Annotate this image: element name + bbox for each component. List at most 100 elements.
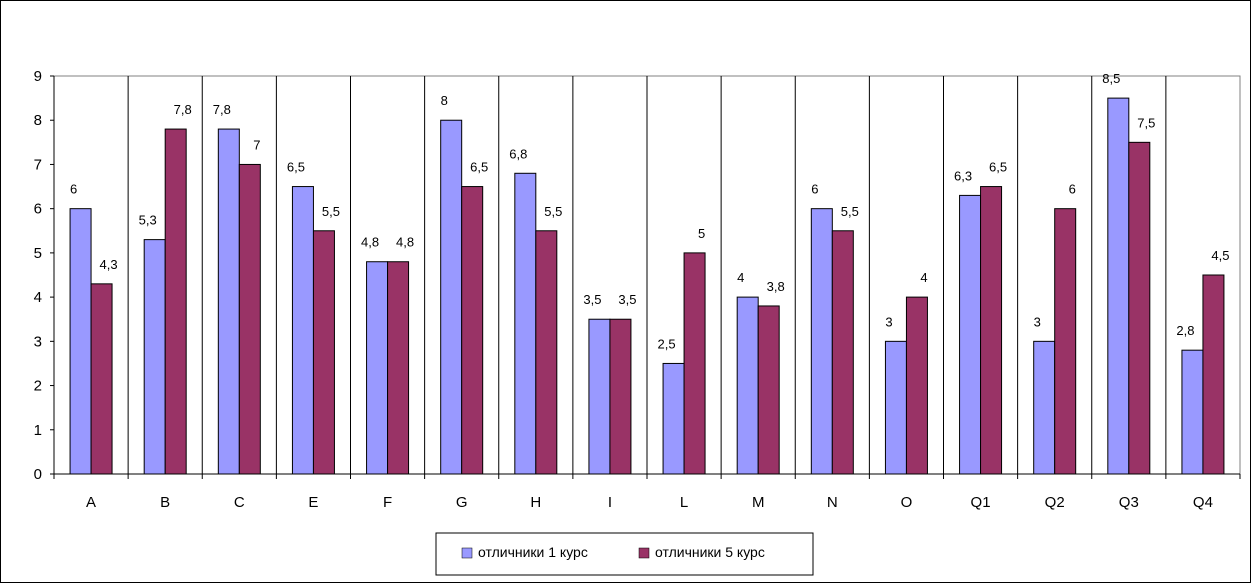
data-label-series-1: 6,5 — [287, 160, 305, 175]
bar-series-1 — [810, 208, 833, 475]
data-label-series-1: 6,8 — [509, 146, 527, 161]
data-label-series-2: 4 — [920, 270, 927, 285]
bar-series-1 — [291, 186, 314, 475]
data-label-series-2: 5,5 — [322, 204, 340, 219]
x-tick-label: M — [752, 494, 765, 511]
data-label-series-2: 7 — [253, 137, 260, 152]
y-tick-label: 9 — [34, 68, 42, 85]
data-label-series-2: 6,5 — [470, 160, 488, 175]
y-tick-label: 0 — [34, 466, 42, 483]
data-label-series-2: 7,8 — [174, 102, 192, 117]
bar-series-2 — [90, 283, 113, 475]
data-label-series-1: 8,5 — [1102, 71, 1120, 86]
x-tick-label: Q1 — [971, 494, 991, 511]
bar-series-2 — [905, 296, 928, 475]
data-label-series-2: 5 — [698, 226, 705, 241]
legend-swatch-series-1 — [461, 547, 473, 559]
bar-series-1 — [959, 194, 982, 475]
data-label-series-1: 4,8 — [361, 235, 379, 250]
x-tick-label: Q3 — [1119, 494, 1139, 511]
legend-box — [435, 532, 814, 576]
bar-series-2 — [1054, 208, 1077, 475]
bar-series-2 — [683, 252, 706, 475]
y-tick-label: 6 — [34, 201, 42, 218]
legend-label-series-2: отличники 5 курс — [655, 544, 765, 560]
bar-series-1 — [366, 261, 389, 475]
data-label-series-2: 5,5 — [841, 204, 859, 219]
bar-series-1 — [662, 362, 685, 475]
y-tick-label: 4 — [34, 289, 42, 306]
y-tick-label: 8 — [34, 112, 42, 129]
data-label-series-1: 2,8 — [1176, 323, 1194, 338]
bar-series-1 — [588, 318, 611, 475]
bar-series-1 — [1107, 97, 1130, 475]
x-tick-label: N — [827, 494, 838, 511]
bar-series-2 — [980, 186, 1003, 475]
x-tick-label: B — [160, 494, 170, 511]
data-label-series-1: 6 — [70, 182, 77, 197]
bar-series-2 — [609, 318, 632, 475]
bar-series-1 — [217, 128, 240, 475]
data-label-series-2: 3,5 — [618, 292, 636, 307]
data-label-series-1: 3 — [1034, 314, 1041, 329]
data-label-series-1: 2,5 — [658, 336, 676, 351]
data-label-series-2: 4,3 — [100, 257, 118, 272]
bar-series-1 — [1181, 349, 1204, 475]
x-tick-label: O — [901, 494, 913, 511]
y-axis: 0 1 2 3 4 5 6 7 8 9 — [34, 68, 55, 483]
x-tick-label: Q4 — [1193, 494, 1213, 511]
data-label-series-1: 6,3 — [954, 168, 972, 183]
data-label-series-1: 3 — [885, 314, 892, 329]
bar-series-2 — [1202, 274, 1225, 475]
bar-series-2 — [238, 163, 261, 475]
x-tick-label: H — [530, 494, 541, 511]
bar-series-2 — [387, 261, 410, 475]
y-tick-label: 1 — [34, 422, 42, 439]
bar-series-1 — [884, 340, 907, 475]
bar-series-1 — [143, 239, 166, 475]
data-label-series-2: 6,5 — [989, 160, 1007, 175]
data-label-series-1: 8 — [441, 93, 448, 108]
data-label-series-1: 7,8 — [213, 102, 231, 117]
x-tick-label: A — [86, 494, 96, 511]
x-tick-label: F — [383, 494, 392, 511]
data-label-series-1: 3,5 — [583, 292, 601, 307]
data-label-series-2: 5,5 — [544, 204, 562, 219]
x-tick-label: E — [308, 494, 318, 511]
category-gridlines — [127, 76, 1167, 474]
data-label-series-2: 4,5 — [1211, 248, 1229, 263]
x-tick-label: C — [234, 494, 245, 511]
legend-swatch-series-2 — [638, 547, 650, 559]
data-label-series-2: 3,8 — [767, 279, 785, 294]
bar-series-1 — [736, 296, 759, 475]
bars-group — [69, 97, 1225, 475]
bar-series-2 — [535, 230, 558, 475]
data-label-series-2: 6 — [1069, 182, 1076, 197]
y-tick-label: 7 — [34, 156, 42, 173]
legend: отличники 1 курс отличники 5 курс — [435, 532, 814, 576]
bar-series-2 — [757, 305, 780, 475]
data-label-series-1: 4 — [737, 270, 744, 285]
x-axis: A B C E F G H I L M N O Q1 Q2 Q3 Q4 — [53, 473, 1241, 511]
x-tick-label: G — [456, 494, 468, 511]
y-tick-label: 5 — [34, 245, 42, 262]
data-label-series-2: 7,5 — [1137, 115, 1155, 130]
x-tick-label: I — [608, 494, 612, 511]
bar-series-2 — [312, 230, 335, 475]
legend-label-series-1: отличники 1 курс — [478, 544, 588, 560]
data-labels-group: 6 5,3 7,8 6,5 4,8 8 6,8 3,5 2,5 4 6 3 6,3 3 8,5 2,8 4,3 7… — [70, 71, 1230, 351]
bar-series-2 — [164, 128, 187, 475]
x-tick-label: L — [680, 494, 688, 511]
x-tick-label: Q2 — [1045, 494, 1065, 511]
bar-series-1 — [1033, 340, 1056, 475]
bar-series-2 — [461, 186, 484, 475]
bar-series-1 — [514, 172, 537, 475]
data-label-series-2: 4,8 — [396, 235, 414, 250]
bar-series-2 — [831, 230, 854, 475]
y-tick-label: 2 — [34, 378, 42, 395]
bar-series-2 — [1128, 141, 1151, 475]
data-label-series-1: 6 — [811, 182, 818, 197]
bar-series-1 — [69, 208, 92, 475]
